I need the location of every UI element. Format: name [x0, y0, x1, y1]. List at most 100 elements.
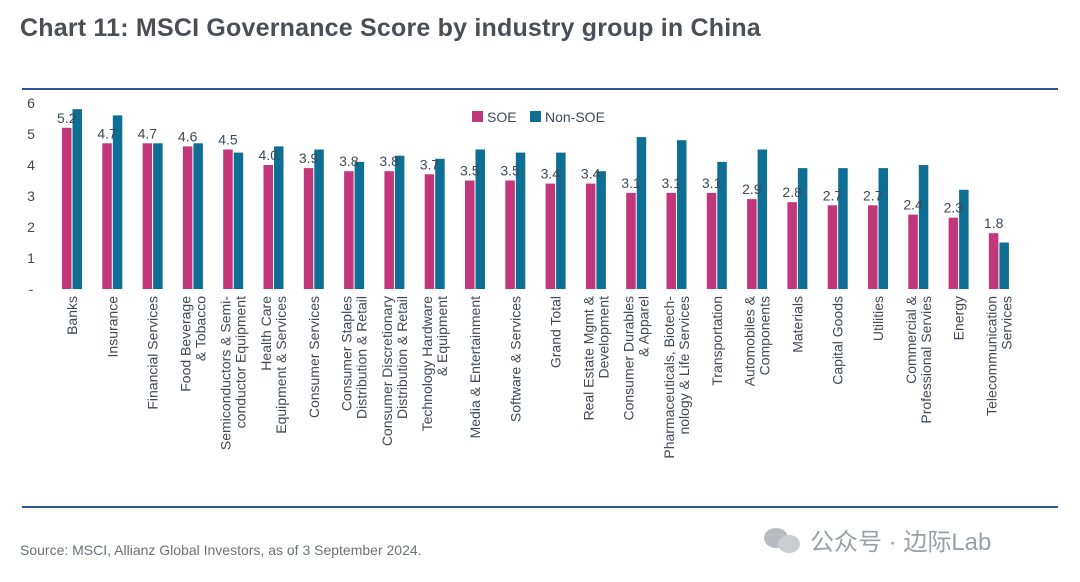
data-label-soe: 3.1 [702, 175, 722, 191]
bar-non-soe [556, 152, 566, 289]
bar-non-soe [757, 149, 768, 289]
bar-soe [62, 127, 72, 289]
bar-soe [424, 174, 435, 289]
x-tick-label: Development [595, 296, 611, 379]
x-tick-label: Health Care [258, 296, 274, 371]
x-tick-label: Consumer Staples [339, 296, 355, 411]
bar-non-soe [435, 158, 445, 289]
bar-soe [344, 171, 354, 289]
data-label-soe: 2.7 [823, 187, 843, 203]
bar-soe [545, 183, 556, 289]
bar-non-soe [959, 189, 969, 289]
data-label-soe: 3.9 [299, 150, 319, 166]
bar-soe [384, 171, 394, 289]
data-label-soe: 2.7 [863, 187, 883, 203]
data-label-soe: 1.8 [984, 215, 1004, 231]
x-tick-label: Utilities [870, 296, 886, 341]
bar-soe [102, 143, 112, 289]
bar-non-soe [677, 140, 687, 289]
bar-non-soe [112, 115, 123, 290]
bar-soe [747, 199, 757, 289]
y-tick-label: 6 [27, 95, 35, 111]
bar-non-soe [193, 143, 203, 289]
bar-soe [505, 180, 515, 289]
x-tick-label: Equipment & Services [273, 296, 289, 434]
x-tick-label: Real Estate Mgmt & [580, 295, 596, 420]
bar-non-soe [918, 165, 929, 289]
bar-soe [142, 143, 153, 289]
data-label-soe: 3.1 [662, 175, 682, 191]
x-tick-label: Pharmaceuticals, Biotech- [661, 296, 677, 459]
bar-non-soe [515, 152, 526, 289]
x-tick-label: Materials [789, 296, 805, 353]
bar-soe [706, 192, 717, 289]
data-label-soe: 3.8 [339, 153, 359, 169]
x-tick-label: Services [998, 296, 1014, 350]
bar-soe [223, 149, 233, 289]
x-tick-label: Capital Goods [830, 296, 846, 385]
data-label-soe: 3.7 [420, 156, 440, 172]
bar-non-soe [72, 109, 82, 289]
x-axis-labels-group: Banks Insurance Financial Services Food Bev… [64, 295, 1014, 458]
data-label-soe: 3.5 [460, 163, 480, 179]
x-tick-label: Transportation [709, 296, 725, 386]
x-tick-label: Consumer Services [306, 296, 322, 418]
bar-non-soe [394, 155, 405, 289]
data-label-soe: 3.5 [500, 163, 520, 179]
data-label-soe: 3.4 [581, 166, 601, 182]
bar-soe [787, 202, 797, 289]
bar-non-soe [314, 149, 324, 289]
legend-label-non-soe: Non-SOE [545, 109, 605, 125]
x-tick-label: Components [757, 296, 773, 375]
bar-non-soe [999, 242, 1009, 289]
data-label-soe: 3.1 [621, 175, 641, 191]
x-tick-label: Distribution & Retail [354, 296, 370, 419]
bar-non-soe [153, 143, 163, 289]
data-label-soe: 2.3 [944, 200, 964, 216]
legend-swatch-soe [472, 111, 483, 122]
bar-soe [827, 205, 838, 289]
data-label-soe: 5.2 [57, 110, 77, 126]
x-tick-label: Consumer Discretionary [379, 296, 395, 446]
bar-soe [988, 233, 999, 289]
x-tick-label: Grand Total [548, 296, 564, 368]
x-tick-label: Technology Hardware [419, 296, 435, 432]
x-tick-label: & Tobacco [192, 296, 208, 361]
x-tick-label: Financial Services [145, 296, 161, 410]
x-tick-label: & Equipment [434, 296, 450, 376]
bar-soe [908, 214, 918, 289]
x-tick-label: conductor Equipment [233, 296, 249, 428]
x-tick-label: Distribution & Retail [394, 296, 410, 419]
x-tick-label: Automobiles & [742, 295, 758, 386]
bar-soe [585, 183, 596, 289]
watermark: 公众号 · 边际Lab [764, 522, 991, 557]
y-tick-label: 1 [27, 250, 35, 266]
bar-soe [263, 165, 273, 289]
data-label-soe: 4.0 [259, 147, 279, 163]
bars-group [62, 109, 1009, 290]
data-label-soe: 4.5 [218, 132, 238, 148]
x-tick-label: Insurance [104, 296, 120, 358]
chart-title: Chart 11: MSCI Governance Score by indus… [20, 14, 761, 42]
bar-non-soe [233, 152, 244, 289]
y-tick-label: - [29, 281, 34, 297]
wechat-icon [764, 526, 802, 554]
bar-soe [666, 192, 676, 289]
y-tick-label: 3 [27, 188, 35, 204]
data-label-soe: 3.8 [379, 153, 399, 169]
bar-non-soe [354, 161, 365, 289]
bar-non-soe [797, 168, 808, 289]
y-axis: - 1 2 3 4 5 6 [27, 95, 35, 297]
x-tick-label: Software & Services [507, 296, 523, 422]
x-tick-label: Food Beverage [177, 296, 193, 392]
x-tick-label: Banks [64, 296, 80, 335]
bar-soe [868, 205, 878, 289]
y-tick-label: 5 [27, 126, 35, 142]
bar-non-soe [636, 137, 647, 289]
bar-soe [182, 146, 193, 289]
bar-non-soe [274, 146, 284, 289]
bar-soe [626, 192, 636, 289]
data-label-soe: 3.4 [541, 166, 561, 182]
x-tick-label: Semiconductors & Semi- [218, 296, 234, 450]
